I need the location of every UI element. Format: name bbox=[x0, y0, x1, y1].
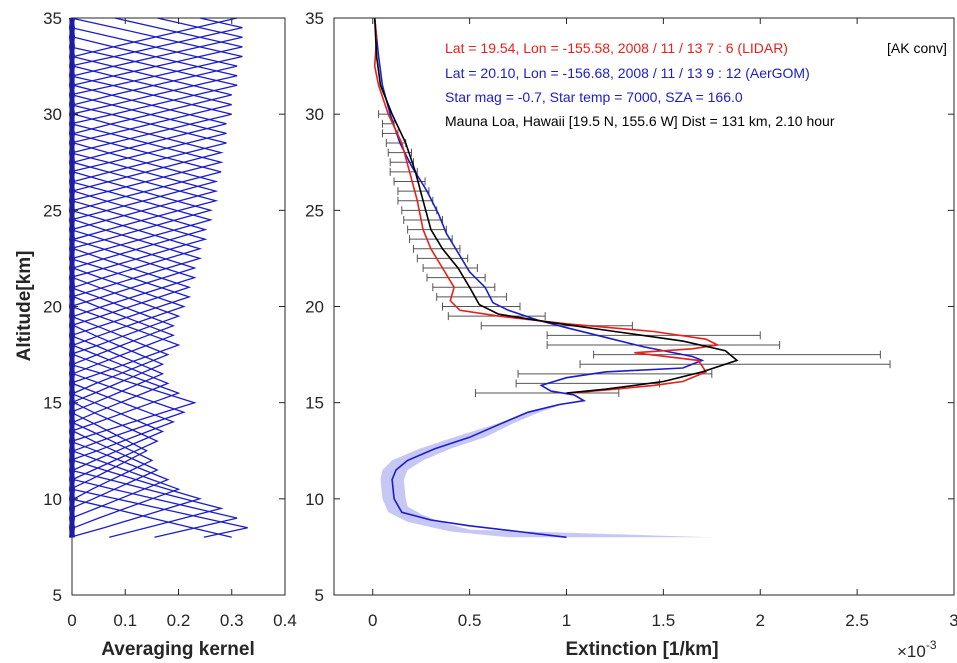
uncertainty-band bbox=[380, 404, 712, 538]
error-bar bbox=[416, 254, 469, 263]
y-axis-title: Altitude[km] bbox=[14, 251, 35, 362]
error-bar bbox=[474, 389, 620, 398]
x-ticks-left: 0 0.1 0.2 0.3 0.4 bbox=[67, 18, 297, 630]
right-xtick-label: 0.5 bbox=[458, 611, 482, 630]
error-bar bbox=[579, 360, 891, 369]
annotation-ak-conv: [AK conv] bbox=[887, 40, 947, 56]
left-ytick-label: 25 bbox=[43, 201, 62, 220]
left-ytick-label: 30 bbox=[43, 105, 62, 124]
y-ticks-right: 5 10 15 20 25 30 35 bbox=[305, 9, 954, 605]
left-ytick-label: 5 bbox=[53, 586, 62, 605]
left-xtick-label: 0.2 bbox=[167, 611, 191, 630]
left-ytick-label: 20 bbox=[43, 298, 62, 317]
x-ticks-right: 0 0.5 1 1.5 2 2.5 3 bbox=[368, 18, 957, 630]
left-ytick-label: 35 bbox=[43, 9, 62, 28]
averaging-kernel-panel: 0 0.1 0.2 0.3 0.4 5 10 15 20 25 30 35 Averaging ke… bbox=[14, 9, 297, 660]
x-axis-title-left: Averaging kernel bbox=[101, 639, 254, 660]
error-bar bbox=[515, 379, 660, 388]
left-xtick-label: 0.1 bbox=[113, 611, 137, 630]
right-xtick-label: 1 bbox=[562, 611, 571, 630]
error-bar bbox=[412, 244, 461, 253]
plot-area-right bbox=[334, 18, 954, 595]
right-xtick-label: 2 bbox=[756, 611, 765, 630]
right-ytick-label: 5 bbox=[315, 586, 324, 605]
kernel-curves bbox=[69, 17, 248, 538]
uncertainty-band-area bbox=[380, 404, 712, 538]
error-bar bbox=[436, 292, 507, 301]
right-xtick-label: 3 bbox=[949, 611, 957, 630]
right-ytick-label: 20 bbox=[305, 298, 324, 317]
error-bar bbox=[546, 331, 761, 340]
ak-conv-profile-line bbox=[373, 17, 739, 394]
error-bar bbox=[517, 369, 713, 378]
left-ytick-label: 10 bbox=[43, 490, 62, 509]
right-ytick-label: 25 bbox=[305, 201, 324, 220]
left-xtick-label: 0.3 bbox=[220, 611, 244, 630]
annotation-star: Star mag = -0.7, Star temp = 7000, SZA =… bbox=[445, 89, 743, 105]
right-xtick-label: 2.5 bbox=[845, 611, 869, 630]
right-ytick-label: 30 bbox=[305, 105, 324, 124]
error-bar bbox=[393, 177, 426, 186]
error-bar bbox=[387, 148, 412, 157]
y-ticks-left: 5 10 15 20 25 30 35 bbox=[43, 9, 285, 605]
annotations: Lat = 19.54, Lon = -155.58, 2008 / 11 / … bbox=[445, 40, 947, 129]
left-ytick-label: 15 bbox=[43, 394, 62, 413]
lidar-profile-line bbox=[373, 17, 721, 394]
annotation-lidar: Lat = 19.54, Lon = -155.58, 2008 / 11 / … bbox=[445, 40, 788, 56]
left-xtick-label: 0.4 bbox=[273, 611, 297, 630]
left-xtick-label: 0 bbox=[67, 611, 76, 630]
profile-lines bbox=[373, 17, 739, 539]
right-xtick-label: 0 bbox=[368, 611, 377, 630]
x-axis-title-right: Extinction [1/km] bbox=[565, 639, 718, 660]
right-ytick-label: 15 bbox=[305, 394, 324, 413]
aergom-profile-line bbox=[373, 17, 705, 539]
annotation-aergom: Lat = 20.10, Lon = -156.68, 2008 / 11 / … bbox=[445, 65, 810, 81]
extinction-panel: 0 0.5 1 1.5 2 2.5 3 5 10 15 20 25 30 35 Lat = 19.54,… bbox=[305, 9, 957, 661]
error-bar bbox=[546, 340, 781, 349]
error-bar bbox=[422, 264, 478, 273]
error-bar bbox=[593, 350, 881, 359]
right-xtick-label: 1.5 bbox=[652, 611, 676, 630]
right-ytick-label: 35 bbox=[305, 9, 324, 28]
x-axis-multiplier: ×10-3 bbox=[897, 638, 937, 661]
right-ytick-label: 10 bbox=[305, 490, 324, 509]
plot-area-left bbox=[72, 18, 285, 595]
annotation-site: Mauna Loa, Hawaii [19.5 N, 155.6 W] Dist… bbox=[445, 113, 835, 129]
